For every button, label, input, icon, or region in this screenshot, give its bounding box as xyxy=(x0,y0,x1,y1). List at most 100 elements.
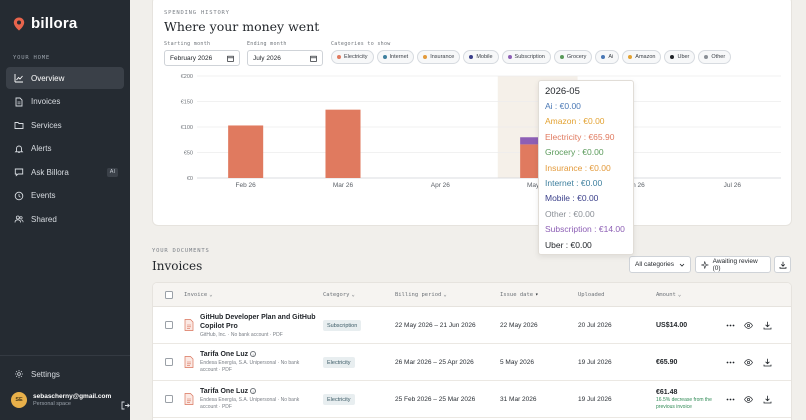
chip-label: Subscription xyxy=(514,54,545,60)
download-button[interactable] xyxy=(763,358,772,367)
bar-electricity-mar-26[interactable] xyxy=(325,109,361,178)
row-checkbox[interactable] xyxy=(165,321,173,329)
info-icon[interactable]: i xyxy=(250,388,257,395)
chat-icon xyxy=(14,168,24,177)
end-month-input[interactable]: July 2026 xyxy=(247,50,323,66)
select-all-checkbox[interactable] xyxy=(165,291,173,299)
invoice-cell: Tarifa One Luz i Endesa Energía, S.A. Uni… xyxy=(200,350,318,373)
start-month-input[interactable]: February 2026 xyxy=(164,50,240,66)
brand[interactable]: billora xyxy=(13,15,77,32)
column-billing-period[interactable]: Billing period ⌄ xyxy=(395,292,447,298)
y-tick-label: €0 xyxy=(187,176,193,182)
sidebar-item-events[interactable]: Events xyxy=(6,185,124,207)
brand-name: billora xyxy=(31,15,78,32)
color-dot-icon xyxy=(469,55,474,59)
column-issue-date[interactable]: Issue date ▾ xyxy=(500,292,539,298)
view-button[interactable] xyxy=(744,395,753,404)
tooltip-row: Amazon : €0.00 xyxy=(545,116,605,127)
download-button[interactable] xyxy=(763,395,772,404)
category-chip-amazon[interactable]: Amazon xyxy=(622,50,662,64)
eye-icon xyxy=(744,322,753,329)
info-icon[interactable]: i xyxy=(250,351,257,358)
x-tick-label: Mar 26 xyxy=(333,182,354,189)
category-chip-other[interactable]: Other xyxy=(698,50,732,64)
sidebar-item-alerts[interactable]: Alerts xyxy=(6,138,124,160)
color-dot-icon xyxy=(423,55,428,59)
chevron-down-icon: ⌄ xyxy=(443,292,447,298)
table-header: Invoice ⌄ Category ⌄ Billing period ⌄ Issue… xyxy=(153,283,791,307)
tooltip-row: Other : €0.00 xyxy=(545,208,595,219)
amount-value: €61.48 xyxy=(656,389,678,396)
sidebar-item-services[interactable]: Services xyxy=(6,114,124,136)
invoice-name[interactable]: Tarifa One Luz i xyxy=(200,350,318,359)
invoice-cell: GitHub Developer Plan and GitHub Copilot… xyxy=(200,313,318,339)
sidebar-item-label: Events xyxy=(31,191,56,200)
category-chip-subscription[interactable]: Subscription xyxy=(501,50,551,64)
more-options-button[interactable] xyxy=(726,395,735,404)
category-select[interactable]: All categories xyxy=(629,256,691,273)
bar-electricity-feb-26[interactable] xyxy=(228,125,264,178)
awaiting-review-button[interactable]: Awaiting review (0) xyxy=(695,256,771,273)
table-row[interactable]: Tarifa One Luz i Endesa Energía, S.A. Uni… xyxy=(153,344,791,381)
logout-button[interactable] xyxy=(121,397,130,415)
download-button[interactable] xyxy=(763,321,772,330)
y-tick-label: €200 xyxy=(181,74,193,80)
issue-date: 31 Mar 2026 xyxy=(500,396,537,403)
category-chip-internet[interactable]: Internet xyxy=(376,50,415,64)
invoice-name[interactable]: Tarifa One Luz i xyxy=(200,387,318,396)
sidebar-item-invoices[interactable]: Invoices xyxy=(6,91,124,113)
documents-eyebrow: YOUR DOCUMENTS xyxy=(152,248,210,254)
sidebar-item-settings[interactable]: Settings xyxy=(6,363,124,385)
clock-icon xyxy=(14,191,24,200)
sidebar-nav: Overview Invoices Services Alerts Ask Bi… xyxy=(6,67,124,232)
column-uploaded[interactable]: Uploaded xyxy=(578,292,605,298)
eye-icon xyxy=(744,359,753,366)
table-row[interactable]: Tarifa One Luz i Endesa Energía, S.A. Uni… xyxy=(153,381,791,418)
category-chip-mobile[interactable]: Mobile xyxy=(463,50,499,64)
table-row[interactable]: GitHub Developer Plan and GitHub Copilot… xyxy=(153,307,791,344)
sidebar-item-shared[interactable]: Shared xyxy=(6,208,124,230)
pdf-file-icon xyxy=(184,356,194,368)
column-amount[interactable]: Amount ⌄ xyxy=(656,292,682,298)
x-tick-label: Jul 26 xyxy=(724,182,742,189)
column-category[interactable]: Category ⌄ xyxy=(323,292,355,298)
end-month-field: Ending month July 2026 xyxy=(247,41,323,66)
more-options-button[interactable] xyxy=(726,358,735,367)
sidebar-item-label: Shared xyxy=(31,214,57,224)
chevron-down-icon: ⌄ xyxy=(677,292,682,298)
issue-date: 22 May 2026 xyxy=(500,322,538,329)
chip-label: Mobile xyxy=(476,54,493,60)
more-dots-icon xyxy=(726,398,735,401)
category-chip-ai[interactable]: Ai xyxy=(595,50,620,64)
row-checkbox[interactable] xyxy=(165,395,173,403)
sidebar-item-label: Services xyxy=(31,120,62,130)
uploaded-date: 19 Jul 2026 xyxy=(578,359,612,366)
amount-cell: €61.48 16.5% decrease from the previous i… xyxy=(656,389,718,410)
invoice-name[interactable]: GitHub Developer Plan and GitHub Copilot… xyxy=(200,314,316,330)
chart-tooltip: 2026-05 Ai : €0.00 Amazon : €0.00 Electric… xyxy=(538,80,634,255)
column-invoice[interactable]: Invoice ⌄ xyxy=(184,292,213,298)
user-profile[interactable]: SE sebascherny@gmail.com Personal space xyxy=(11,392,131,408)
sidebar-item-label: Settings xyxy=(31,369,60,379)
row-checkbox[interactable] xyxy=(165,358,173,366)
sidebar-item-ask-billora[interactable]: Ask Billora AI xyxy=(6,161,124,183)
gear-icon xyxy=(15,370,23,378)
category-chip-grocery[interactable]: Grocery xyxy=(553,50,593,64)
view-button[interactable] xyxy=(744,321,753,330)
bar-subscription-may-26[interactable] xyxy=(520,137,556,145)
sidebar-divider xyxy=(0,355,130,356)
view-button[interactable] xyxy=(744,358,753,367)
sidebar-item-overview[interactable]: Overview xyxy=(6,67,124,89)
document-icon xyxy=(15,97,23,106)
color-dot-icon xyxy=(704,55,709,59)
category-tag: Electricity xyxy=(323,394,355,405)
more-options-button[interactable] xyxy=(726,321,735,330)
category-chip-electricity[interactable]: Electricity xyxy=(331,50,374,64)
end-month-label: Ending month xyxy=(247,41,287,47)
category-chip-uber[interactable]: Uber xyxy=(664,50,696,64)
category-chip-insurance[interactable]: Insurance xyxy=(417,50,461,64)
download-all-button[interactable] xyxy=(774,256,791,273)
calendar-icon xyxy=(227,55,234,62)
invoices-table: Invoice ⌄ Category ⌄ Billing period ⌄ Issue… xyxy=(152,282,792,420)
chip-label: Amazon xyxy=(635,54,656,60)
